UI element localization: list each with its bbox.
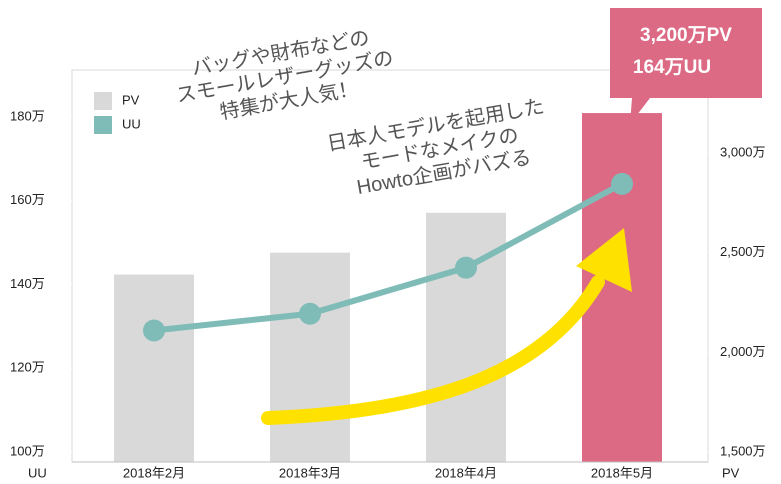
trend-arrow-head <box>576 228 632 292</box>
marks <box>114 113 662 462</box>
line <box>153 181 624 334</box>
y-axis-label: UU <box>28 465 47 480</box>
line-point <box>143 319 165 342</box>
y2-axis-label: PV <box>722 465 740 480</box>
legend-label: PV <box>122 92 140 107</box>
y2-tick-label: 2,000万 <box>720 344 766 359</box>
legend-swatch <box>94 116 112 134</box>
legend-swatch <box>94 92 112 110</box>
x-tick-label: 2018年3月 <box>279 465 341 480</box>
bar <box>270 252 350 462</box>
y-tick-label: 100万 <box>10 443 45 458</box>
callout-box <box>610 8 762 124</box>
x-tick-label: 2018年2月 <box>123 465 185 480</box>
callout-uu: 164万UU <box>633 57 711 78</box>
line-point <box>299 302 321 325</box>
legend-label: UU <box>122 116 141 131</box>
bar <box>114 274 194 462</box>
y2-tick-label: 2,500万 <box>720 244 766 259</box>
y-tick-label: 120万 <box>10 360 45 375</box>
y-tick-label: 160万 <box>10 192 45 207</box>
trend-arrow <box>261 275 605 425</box>
y-tick-label: 140万 <box>10 276 45 291</box>
x-tick-label: 2018年5月 <box>591 465 653 480</box>
callout-pv: 3,200万PV <box>640 25 732 46</box>
y2-tick-label: 3,000万 <box>720 144 766 159</box>
x-tick-label: 2018年4月 <box>435 465 497 480</box>
y-tick-label: 180万 <box>10 108 45 123</box>
y2-tick-label: 1,500万 <box>720 443 766 458</box>
line-point <box>455 256 477 279</box>
line-point <box>611 172 633 195</box>
